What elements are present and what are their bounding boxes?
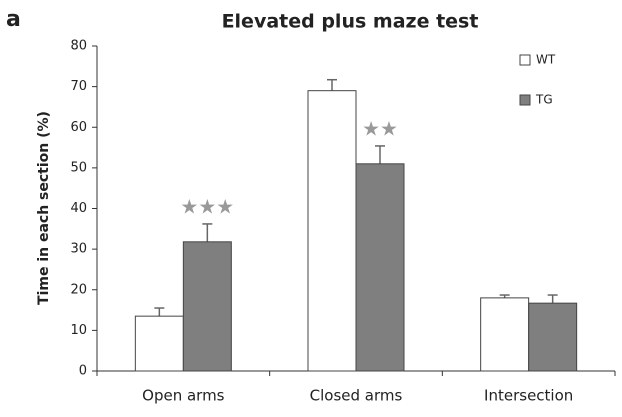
legend-label: TG — [535, 93, 553, 107]
chart-title: Elevated plus maze test — [222, 11, 479, 33]
y-tick-label: 20 — [70, 282, 87, 297]
bar — [355, 163, 405, 372]
annotation: ★★★ — [180, 194, 234, 218]
x-tick-label: Open arms — [142, 387, 225, 405]
y-tick-label: 40 — [70, 201, 87, 216]
y-axis-label: Time in each section (%) — [36, 111, 52, 305]
y-tick-label: 50 — [70, 160, 87, 175]
annotation: ★★ — [362, 116, 398, 140]
legend-swatch — [519, 94, 531, 106]
bar — [480, 297, 530, 372]
y-tick-label: 80 — [70, 39, 87, 54]
y-tick-label: 30 — [70, 242, 87, 257]
x-tick-label: Closed arms — [310, 387, 403, 405]
bar — [134, 315, 184, 372]
y-tick-label: 70 — [70, 79, 87, 94]
bar — [528, 302, 578, 372]
bar — [307, 90, 357, 372]
y-tick-label: 10 — [70, 323, 87, 338]
panel-label: a — [6, 7, 21, 32]
legend-swatch — [519, 54, 531, 66]
y-tick-label: 60 — [70, 120, 87, 135]
bar — [182, 241, 232, 372]
x-tick-label: Intersection — [484, 387, 573, 405]
legend-label: WT — [536, 53, 556, 67]
y-tick-label: 0 — [79, 364, 87, 379]
